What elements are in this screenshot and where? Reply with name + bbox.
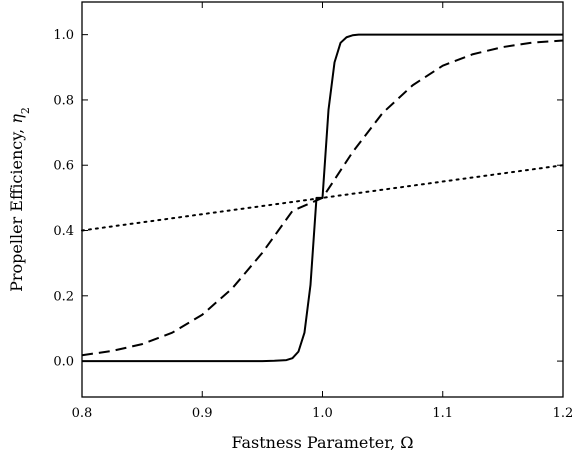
x-tick-label: 1.2 — [553, 406, 573, 421]
y-tick-label: 0.8 — [53, 93, 74, 108]
y-tick-label: 0.4 — [53, 224, 74, 239]
series-line-dashed — [81, 39, 564, 357]
plot-area — [82, 2, 563, 397]
x-tick-label: 1.1 — [432, 406, 453, 421]
y-tick-label: 1.0 — [53, 28, 74, 43]
x-tick-label: 0.9 — [192, 406, 213, 421]
y-tick-label: 0.6 — [53, 159, 74, 174]
x-axis-label: Fastness Parameter, Ω — [231, 433, 413, 452]
x-tick-label: 0.8 — [72, 406, 93, 421]
y-tick-label: 0.0 — [53, 355, 74, 370]
tick-layer: 0.8 0.9 1.0 1.1 1.2 0.0 0.2 0.4 0.6 0.8 1.0 — [53, 2, 573, 421]
series-layer — [81, 33, 564, 363]
y-axis-label: Propeller Efficiency, η2 — [7, 107, 32, 292]
x-tick-label: 1.0 — [312, 406, 333, 421]
y-tick-label: 0.2 — [53, 289, 74, 304]
